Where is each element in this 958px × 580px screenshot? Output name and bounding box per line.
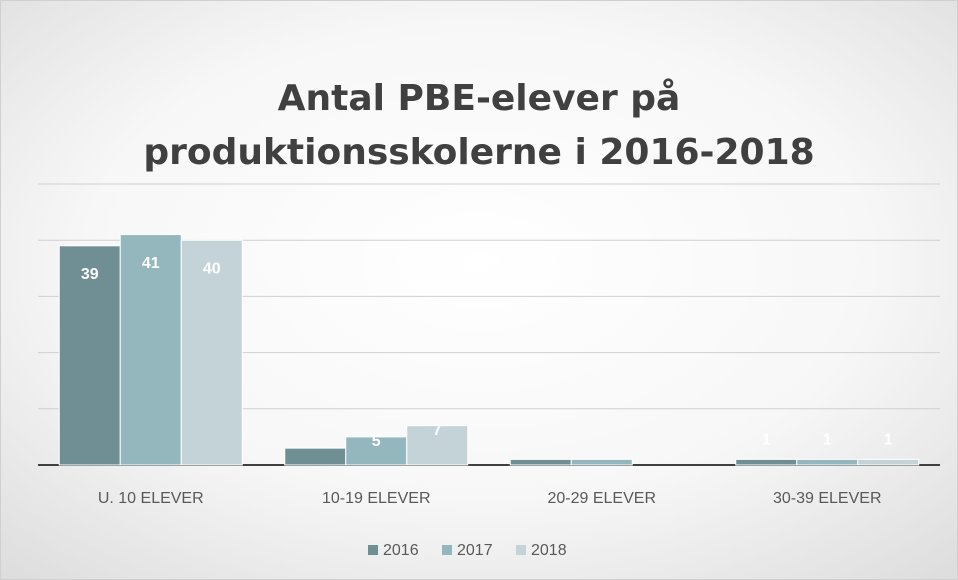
x-tick-label: 10-19 ELEVER (322, 490, 431, 507)
legend-label: 2017 (457, 542, 493, 559)
x-tick-label: 30-39 ELEVER (773, 490, 882, 507)
bar (735, 458, 798, 466)
x-tick-label: 20-29 ELEVER (547, 490, 656, 507)
data-label: 39 (81, 266, 99, 283)
legend-swatch (516, 545, 526, 555)
legend-swatch (368, 545, 378, 555)
x-tick-label: U. 10 ELEVER (98, 490, 204, 507)
bar (509, 458, 572, 466)
bar (119, 234, 182, 466)
bar (284, 447, 347, 466)
data-label: 5 (372, 433, 381, 450)
data-label: 1 (823, 432, 832, 449)
bar (570, 458, 633, 466)
bar (796, 458, 859, 466)
data-label: 1 (884, 432, 893, 449)
data-label: 41 (142, 255, 160, 272)
data-label: 1 (762, 432, 771, 449)
data-label: 40 (203, 260, 221, 277)
legend-swatch (442, 545, 452, 555)
bar (180, 239, 243, 466)
bar (406, 425, 469, 466)
legend-label: 2016 (383, 542, 419, 559)
data-label: 7 (433, 422, 442, 439)
bar (58, 245, 121, 466)
legend-label: 2018 (531, 542, 567, 559)
chart-title: Antal PBE-elever på produktionsskolerne … (143, 78, 815, 173)
bar (345, 436, 408, 466)
bar (857, 458, 920, 466)
